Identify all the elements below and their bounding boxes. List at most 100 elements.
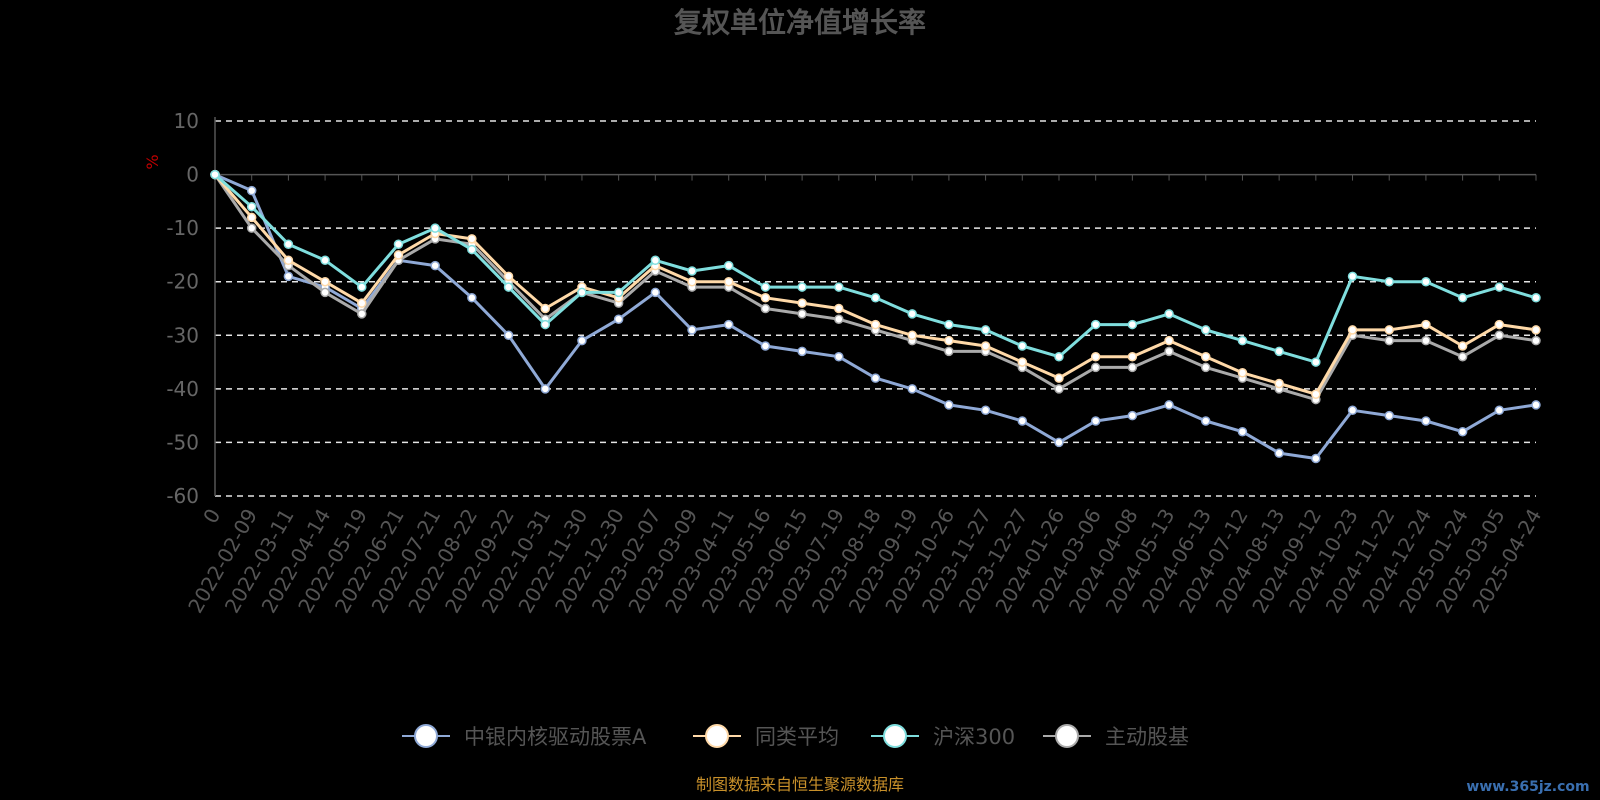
data-point: [246, 223, 257, 233]
data-point: [283, 271, 294, 282]
series-line: [214, 173, 1537, 460]
data-point: [1127, 410, 1138, 421]
series-2: [210, 169, 1541, 367]
legend-label: 沪深300: [933, 725, 1015, 749]
data-point: [907, 309, 917, 319]
data-point: [797, 346, 807, 357]
data-point: [1311, 357, 1321, 367]
data-point: [1311, 453, 1321, 464]
data-point: [1054, 351, 1064, 362]
legend-marker: [1055, 724, 1079, 748]
data-point: [1274, 346, 1284, 357]
data-point: [1531, 293, 1541, 303]
data-point: [1457, 293, 1468, 303]
data-point: [1457, 341, 1468, 351]
legend-label: 主动股基: [1105, 725, 1189, 749]
data-point: [1274, 448, 1284, 458]
data-point: [1164, 346, 1174, 357]
data-point: [687, 276, 697, 287]
data-point: [283, 255, 294, 266]
data-point: [1201, 325, 1211, 335]
data-point: [540, 303, 550, 314]
data-point: [613, 287, 624, 298]
y-tick-label: -40: [166, 377, 199, 401]
data-point: [430, 223, 440, 233]
y-tick-label: -50: [166, 430, 199, 454]
data-point: [1054, 373, 1064, 383]
data-point: [944, 319, 954, 330]
data-point: [1090, 319, 1101, 330]
data-point: [834, 351, 844, 362]
data-point: [430, 260, 440, 271]
data-point: [540, 319, 550, 330]
data-point: [907, 384, 917, 394]
data-point: [1531, 325, 1541, 335]
data-point: [834, 282, 844, 292]
data-point: [577, 335, 587, 346]
y-tick-label: -20: [166, 270, 199, 294]
data-point: [1201, 351, 1211, 362]
data-point: [1017, 416, 1028, 426]
data-point: [1237, 368, 1248, 378]
legend-item: 沪深300: [871, 724, 1015, 749]
data-point: [760, 341, 771, 351]
data-point: [357, 298, 367, 308]
legend-marker: [883, 724, 907, 748]
legend-item: 同类平均: [693, 724, 839, 749]
data-point: [1347, 325, 1358, 335]
data-point: [1347, 405, 1358, 416]
data-point: [1017, 341, 1028, 351]
data-point: [834, 303, 844, 314]
y-axis-unit: %: [143, 154, 162, 169]
data-point: [870, 293, 881, 303]
data-point: [357, 309, 367, 319]
data-point: [1237, 426, 1248, 437]
data-point: [577, 287, 587, 298]
axes: 100-10-20-30-40-50-6002022-02-092022-03-…: [166, 109, 1546, 617]
data-point: [1164, 335, 1174, 346]
data-point: [467, 293, 477, 303]
data-point: [246, 212, 257, 223]
data-point: [723, 319, 734, 330]
watermark: www.365jz.com: [1466, 779, 1589, 795]
series-1: [210, 169, 1541, 399]
data-point: [1164, 309, 1174, 319]
series-3: [210, 169, 1541, 405]
data-point: [503, 330, 514, 341]
data-point: [1054, 437, 1064, 448]
y-tick-label: 10: [174, 109, 199, 133]
data-point: [944, 346, 954, 357]
data-point: [540, 384, 550, 394]
data-point: [797, 282, 807, 292]
data-point: [723, 276, 734, 287]
legend-item: 中银内核驱动股票A: [402, 724, 647, 749]
data-point: [834, 314, 844, 324]
data-point: [1494, 330, 1505, 341]
data-point: [1421, 335, 1431, 346]
data-point: [650, 287, 661, 298]
series-lines: [210, 169, 1541, 464]
legend: 中银内核驱动股票A 同类平均 沪深300 主动股基: [402, 724, 1189, 749]
data-point: [760, 293, 771, 303]
data-point: [1237, 335, 1248, 346]
data-point: [1347, 271, 1358, 282]
data-point: [1531, 400, 1541, 410]
y-tick-label: -30: [166, 323, 199, 347]
series-line: [213, 173, 1537, 402]
data-point: [1127, 319, 1138, 330]
data-point: [980, 325, 991, 335]
data-point: [246, 185, 257, 196]
data-point: [797, 309, 807, 319]
data-point: [944, 335, 954, 346]
data-point: [1384, 276, 1394, 287]
legend-marker: [705, 724, 729, 748]
data-point: [1127, 351, 1138, 362]
data-point: [357, 282, 367, 292]
data-point: [1421, 276, 1431, 287]
data-point: [320, 276, 330, 287]
data-point: [1421, 416, 1431, 426]
data-point: [980, 341, 991, 351]
data-point: [980, 405, 991, 416]
data-point: [1090, 351, 1101, 362]
